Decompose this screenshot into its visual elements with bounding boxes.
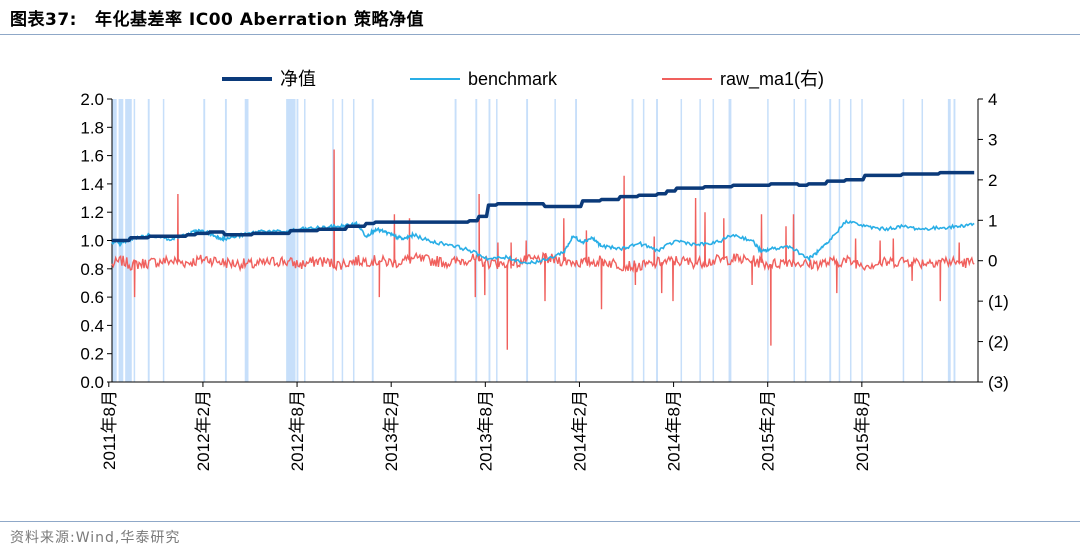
y-right-tick-label: 3 <box>988 130 997 149</box>
shade-band <box>286 99 296 382</box>
shade-band <box>304 99 306 382</box>
series-layer <box>111 149 975 350</box>
shade-band <box>953 99 956 382</box>
y-left-tick-label: 0.6 <box>80 288 104 307</box>
header-divider <box>0 34 1080 35</box>
y-right-tick-label: 0 <box>988 252 997 271</box>
shade-band <box>849 99 852 382</box>
shade-band <box>296 99 299 382</box>
shade-band <box>767 99 769 382</box>
shade-band <box>861 99 863 382</box>
y-right-tick-label: 1 <box>988 211 997 230</box>
y-left-tick-label: 1.0 <box>80 232 104 251</box>
y-right-tick-label: (2) <box>988 333 1009 352</box>
y-left-tick-label: 0.8 <box>80 260 104 279</box>
x-tick-label: 2011年8月 <box>100 390 119 470</box>
shade-band <box>147 99 150 382</box>
shade-band <box>475 99 478 382</box>
shade-band <box>526 99 529 382</box>
y-left-tick-label: 1.8 <box>80 118 104 137</box>
shade-band <box>341 99 344 382</box>
figure-label: 图表37: <box>10 10 77 30</box>
y-left-tick-label: 0.4 <box>80 316 104 335</box>
shade-band <box>133 99 136 382</box>
y-right-tick-label: (3) <box>988 373 1009 392</box>
y-right-tick-label: (1) <box>988 292 1009 311</box>
shade-band <box>947 99 951 382</box>
shade-band <box>371 99 374 382</box>
shade-band <box>728 99 732 382</box>
chart-title: 图表37: 年化基差率 IC00 Aberration 策略净值 <box>10 5 424 30</box>
y-left-tick-label: 0.2 <box>80 345 104 364</box>
shade-band <box>554 99 556 382</box>
x-tick-label: 2015年8月 <box>853 390 872 471</box>
shade-band <box>488 99 491 382</box>
x-tick-label: 2013年2月 <box>382 390 401 471</box>
series-raw-ma1-line <box>111 149 975 350</box>
x-tick-label: 2014年8月 <box>665 390 684 471</box>
legend-label-raw-ma1: raw_ma1(右) <box>720 69 824 90</box>
x-tick-label: 2012年2月 <box>194 390 213 471</box>
shade-band <box>699 99 701 382</box>
shade-band <box>454 99 457 382</box>
source-note: 资料来源:Wind,华泰研究 <box>10 530 181 546</box>
x-tick-label: 2012年8月 <box>288 390 307 471</box>
shade-band <box>838 99 841 382</box>
shade-band <box>631 99 634 382</box>
shade-band <box>352 99 355 382</box>
x-tick-label: 2015年2月 <box>759 390 778 471</box>
footer-divider <box>0 521 1080 522</box>
shade-band <box>575 99 578 382</box>
y-right-tick-label: 4 <box>988 90 997 109</box>
y-left-tick-label: 0.0 <box>80 373 104 392</box>
x-tick-label: 2014年2月 <box>570 390 589 471</box>
shade-band <box>804 99 807 382</box>
legend-label-nav: 净值 <box>280 69 316 89</box>
figure-title: 年化基差率 IC00 Aberration 策略净值 <box>94 10 425 30</box>
series-benchmark-line <box>111 219 975 265</box>
shade-band <box>902 99 905 382</box>
y-left-tick-label: 1.6 <box>80 147 104 166</box>
shade-band <box>921 99 924 382</box>
x-tick-label: 2013年8月 <box>476 390 495 471</box>
y-left-tick-label: 1.2 <box>80 203 104 222</box>
y-left-tick-label: 1.4 <box>80 175 104 194</box>
shade-band <box>244 99 249 382</box>
shade-band <box>642 99 645 382</box>
y-right-tick-label: 2 <box>988 171 997 190</box>
legend-label-benchmark: benchmark <box>468 69 558 89</box>
shade-band <box>712 99 715 382</box>
shade-band <box>162 99 165 382</box>
shade-band <box>332 99 334 382</box>
shade-band <box>656 99 658 382</box>
y-left-tick-label: 2.0 <box>80 90 104 109</box>
shade-band <box>203 99 206 382</box>
chart-canvas: 0.0 0.2 0.4 0.6 0.8 1.0 1.2 1.4 1.6 1.8 2.0 (3) (2) (… <box>80 69 1008 471</box>
legend: 净值 benchmark raw_ma1(右) <box>222 69 824 90</box>
series-nav-line <box>112 170 975 243</box>
axes: 0.0 0.2 0.4 0.6 0.8 1.0 1.2 1.4 1.6 1.8 2.0 (3) (2) (… <box>80 90 1008 471</box>
shade-band <box>496 99 498 382</box>
